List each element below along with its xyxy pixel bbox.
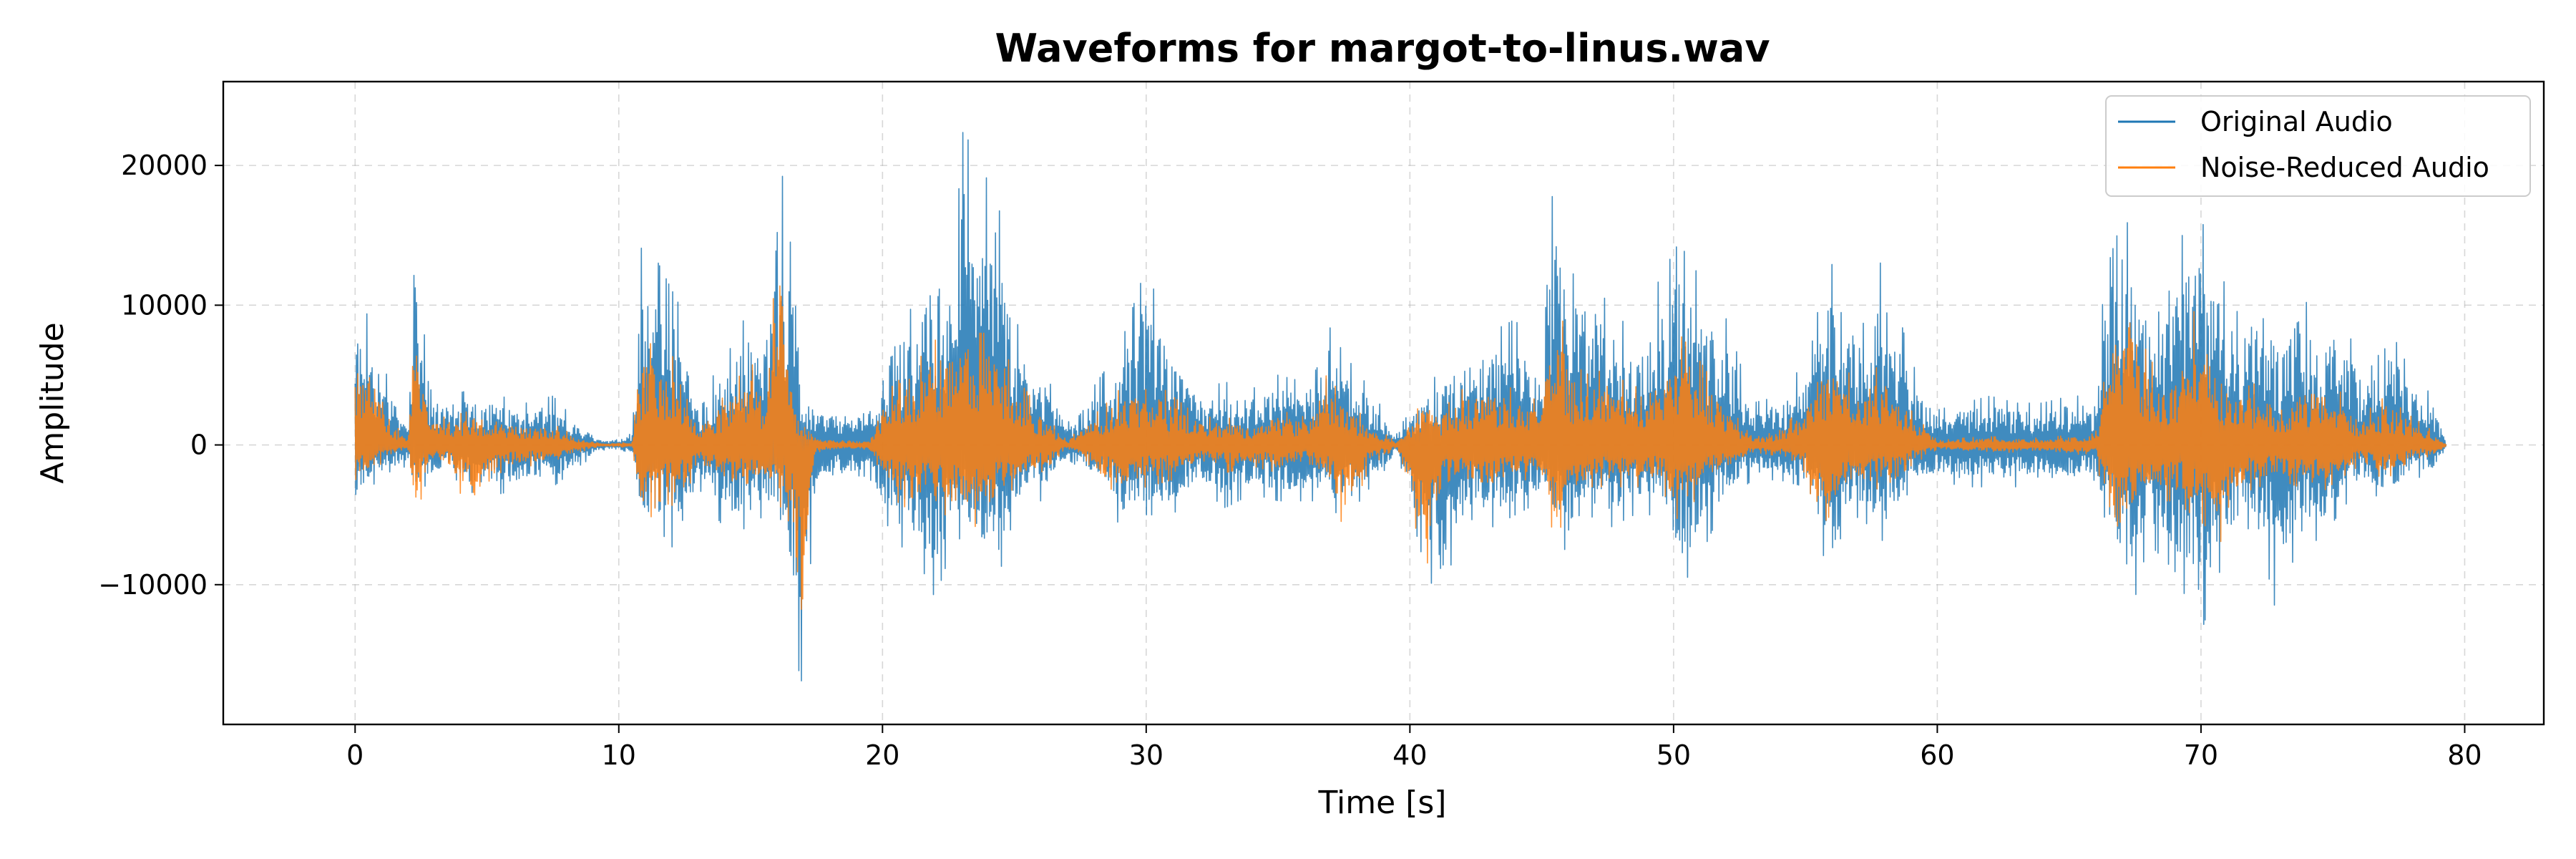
- y-axis-ticks: −10000 0 10000 20000: [98, 150, 223, 601]
- x-axis-ticks: 0 10 20 30 40 50 60 70 80: [346, 724, 2482, 771]
- x-tick-label: 50: [1657, 739, 1691, 771]
- x-axis-label: Time [s]: [1318, 785, 1447, 821]
- legend-label-noise-reduced: Noise-Reduced Audio: [2200, 152, 2489, 183]
- y-tick-label: 0: [190, 430, 208, 461]
- y-tick-label: 10000: [121, 289, 208, 321]
- y-tick-label: −10000: [98, 569, 208, 601]
- legend: Original Audio Noise-Reduced Audio: [2105, 95, 2531, 197]
- plot-frame: [222, 80, 2545, 726]
- x-tick-label: 0: [346, 739, 364, 771]
- x-tick-label: 10: [602, 739, 636, 771]
- x-tick-label: 20: [865, 739, 899, 771]
- y-tick-label: 20000: [121, 150, 208, 181]
- chart-title: Waveforms for margot-to-linus.wav: [995, 26, 1770, 71]
- x-tick-label: 40: [1392, 739, 1427, 771]
- x-tick-label: 80: [2447, 739, 2482, 771]
- legend-box: [2105, 95, 2531, 197]
- legend-label-original: Original Audio: [2200, 106, 2393, 137]
- series-layer: [354, 132, 2447, 681]
- y-axis-label: Amplitude: [34, 322, 71, 483]
- x-tick-label: 70: [2184, 739, 2218, 771]
- series-line-noise-reduced: [354, 285, 2447, 610]
- x-tick-label: 30: [1129, 739, 1163, 771]
- x-tick-label: 60: [1920, 739, 1954, 771]
